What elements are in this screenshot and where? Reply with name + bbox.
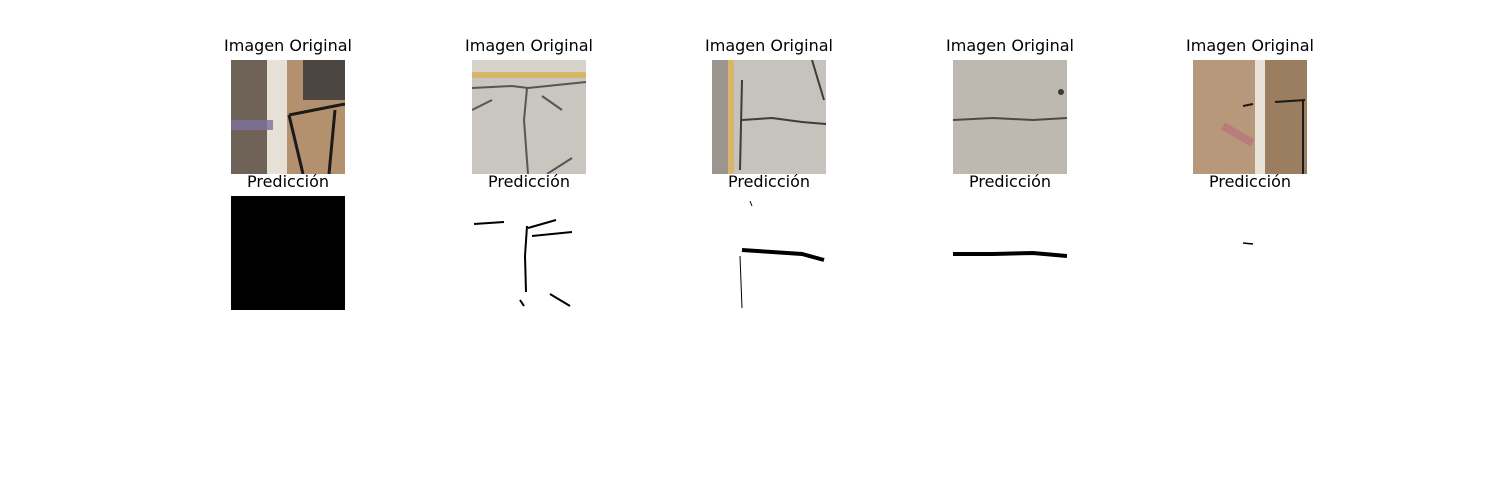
- prediction-mask-4: [953, 196, 1067, 310]
- original-title-2: Imagen Original: [465, 36, 593, 55]
- original-image-1: [231, 60, 345, 174]
- prediction-mask-5: [1193, 196, 1307, 310]
- prediction-mask-1: [231, 196, 345, 310]
- prediction-title-1: Predicción: [246, 172, 329, 191]
- prediction-mask-3: [712, 196, 826, 310]
- original-title-4: Imagen Original: [946, 36, 1074, 55]
- original-image-3: [712, 60, 826, 174]
- original-image-5: [1193, 60, 1307, 174]
- original-title-3: Imagen Original: [705, 36, 833, 55]
- prediction-title-3: Predicción: [727, 172, 810, 191]
- prediction-title-5: Predicción: [1208, 172, 1291, 191]
- prediction-title-2: Predicción: [487, 172, 570, 191]
- prediction-mask-2: [472, 196, 586, 310]
- original-title-1: Imagen Original: [224, 36, 352, 55]
- original-title-5: Imagen Original: [1186, 36, 1314, 55]
- original-image-2: [472, 60, 586, 174]
- prediction-title-4: Predicción: [968, 172, 1051, 191]
- original-image-4: [953, 60, 1067, 174]
